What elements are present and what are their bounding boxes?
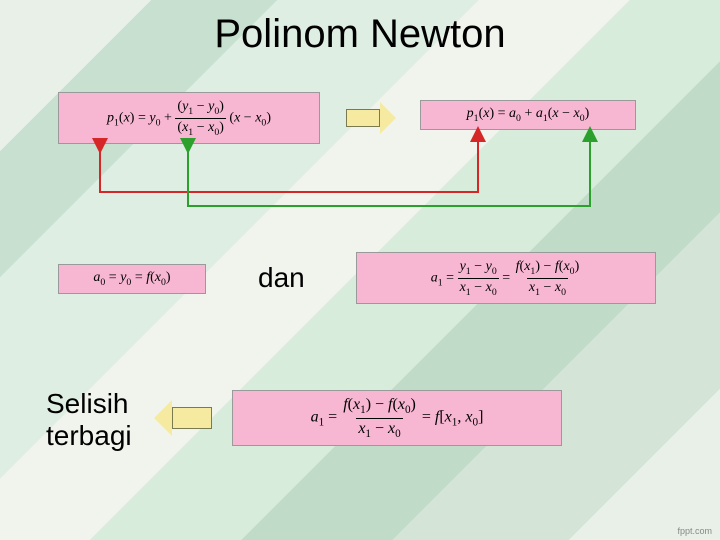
slide-title: Polinom Newton [0, 12, 720, 57]
equation-p1-coeff: p1(x) = a0 + a1(x − x0) [420, 100, 636, 130]
selisih-line-2: terbagi [46, 420, 132, 451]
divided-difference-label: Selisih terbagi [46, 388, 132, 452]
slide: Polinom Newton p1(x) = y0 + (y1 − y0) (x… [0, 0, 720, 540]
equation-a0: a0 = y0 = f(x0) [58, 264, 206, 294]
arrow-right-icon [346, 102, 402, 134]
and-label: dan [258, 262, 305, 294]
selisih-line-1: Selisih [46, 388, 128, 419]
equation-a1: a1 = y1 − y0 x1 − x0 = f(x1) − f(x0) x1 … [356, 252, 656, 304]
footer-credit: fppt.com [677, 526, 712, 536]
equation-p1-expanded: p1(x) = y0 + (y1 − y0) (x1 − x0) (x − x0… [58, 92, 320, 144]
equation-divided-diff: a1 = f(x1) − f(x0) x1 − x0 = f[x1, x0] [232, 390, 562, 446]
arrow-left-icon [154, 400, 218, 436]
